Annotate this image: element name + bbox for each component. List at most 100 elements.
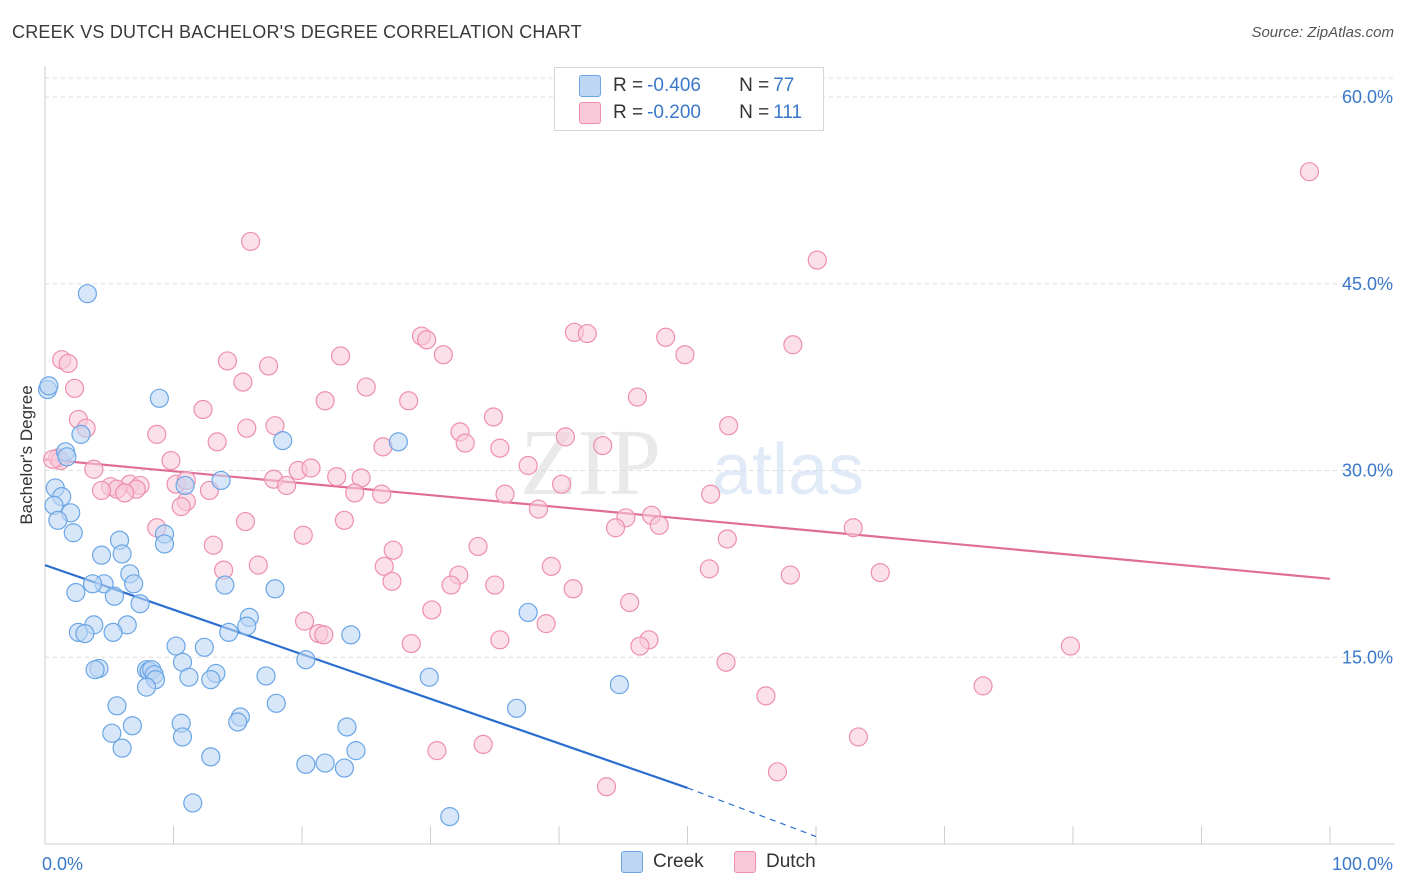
dutch-point bbox=[649, 515, 669, 535]
creek-point bbox=[77, 284, 98, 304]
creek-point bbox=[71, 424, 91, 444]
legend-n-value: 111 bbox=[773, 102, 803, 123]
dutch-point bbox=[91, 480, 112, 501]
dutch-point bbox=[293, 525, 313, 545]
creek-point bbox=[154, 534, 175, 554]
y-tick-label: 45.0% bbox=[1342, 274, 1393, 294]
dutch-point bbox=[427, 741, 447, 761]
legend-r-value: -0.406 bbox=[647, 75, 701, 96]
creek-point bbox=[124, 574, 144, 594]
creek-point bbox=[609, 675, 629, 695]
dutch-point bbox=[485, 575, 505, 595]
creek-point bbox=[341, 625, 361, 645]
creek-point bbox=[506, 698, 527, 718]
dutch-point bbox=[147, 424, 167, 444]
creek-point bbox=[103, 622, 123, 642]
chart-title: CREEK VS DUTCH BACHELOR'S DEGREE CORRELA… bbox=[12, 22, 582, 42]
dutch-point bbox=[193, 399, 213, 420]
creek-point bbox=[130, 594, 150, 614]
creek-points bbox=[37, 284, 629, 827]
dutch-points bbox=[43, 162, 1320, 797]
dutch-point bbox=[433, 345, 453, 365]
dutch-point bbox=[495, 484, 515, 504]
creek-point bbox=[296, 650, 316, 670]
dutch-point bbox=[473, 734, 493, 755]
x-tick-label: 100.0% bbox=[1332, 854, 1393, 874]
dutch-point bbox=[699, 559, 719, 579]
dutch-point bbox=[401, 633, 421, 654]
tick-labels: 15.0% 30.0% 45.0% 60.0% 0.0% 100.0% bbox=[42, 87, 1393, 874]
creek-point bbox=[194, 637, 214, 657]
dutch-point bbox=[327, 467, 347, 487]
dutch-point bbox=[780, 565, 800, 585]
dutch-point bbox=[783, 335, 803, 355]
dutch-point bbox=[171, 497, 191, 517]
watermark-zip: ZIP bbox=[520, 411, 661, 515]
dutch-point bbox=[315, 391, 335, 411]
y-tick-label: 30.0% bbox=[1342, 461, 1393, 481]
creek-point bbox=[296, 754, 316, 774]
dutch-point bbox=[356, 377, 376, 397]
creek-point bbox=[215, 575, 235, 595]
bottom-legend: Creek Dutch bbox=[0, 851, 1406, 877]
dutch-point bbox=[237, 418, 257, 438]
dutch-point bbox=[675, 345, 695, 365]
dutch-point bbox=[528, 499, 549, 519]
creek-point bbox=[57, 447, 77, 467]
creek-point bbox=[334, 758, 355, 778]
creek-point bbox=[388, 432, 408, 452]
creek-point bbox=[82, 574, 103, 594]
dutch-point bbox=[235, 511, 256, 532]
dutch-point bbox=[258, 356, 279, 376]
dutch-point bbox=[593, 436, 613, 456]
dutch-point bbox=[399, 391, 419, 411]
dutch-point bbox=[870, 562, 890, 583]
creek-point bbox=[63, 523, 83, 543]
creek-point bbox=[346, 741, 366, 761]
dutch-point bbox=[627, 387, 647, 407]
watermark: ZIP atlas bbox=[520, 411, 864, 515]
dutch-point bbox=[265, 416, 285, 436]
grid-lines bbox=[45, 77, 1395, 658]
dutch-point bbox=[241, 231, 261, 252]
bottom-legend-creek-label: Creek bbox=[653, 851, 704, 872]
dutch-point bbox=[374, 556, 394, 576]
dutch-trend-line bbox=[44, 458, 1331, 580]
dutch-point bbox=[314, 625, 334, 645]
dutch-point bbox=[64, 378, 85, 398]
dutch-point bbox=[383, 540, 403, 560]
creek-trend-line bbox=[44, 564, 688, 790]
creek-point bbox=[315, 753, 335, 773]
dutch-point bbox=[555, 427, 576, 447]
dutch-point bbox=[551, 474, 572, 494]
creek-point bbox=[265, 579, 285, 599]
dutch-point bbox=[217, 351, 238, 371]
creek-point bbox=[518, 602, 538, 623]
dutch-point bbox=[656, 327, 676, 347]
dutch-point bbox=[973, 676, 993, 696]
creek-point bbox=[266, 693, 286, 713]
legend-n-label: N = bbox=[739, 102, 770, 123]
dutch-point bbox=[468, 536, 488, 557]
dutch-swatch bbox=[579, 102, 601, 124]
dutch-point bbox=[345, 483, 365, 503]
watermark-atlas: atlas bbox=[712, 430, 864, 510]
creek-point bbox=[85, 660, 105, 680]
dutch-point bbox=[541, 556, 561, 576]
creek-point bbox=[107, 696, 127, 716]
creek-point bbox=[440, 807, 460, 827]
dutch-point bbox=[58, 353, 78, 374]
dutch-point bbox=[441, 575, 461, 595]
axes bbox=[44, 66, 1395, 845]
bottom-legend-creek: Creek bbox=[621, 851, 704, 873]
creek-point bbox=[419, 667, 439, 687]
creek-point bbox=[112, 544, 132, 564]
dutch-point bbox=[233, 372, 253, 392]
legend-n-label: N = bbox=[739, 75, 770, 96]
dutch-point bbox=[276, 475, 297, 496]
creek-point bbox=[102, 723, 122, 743]
dutch-point bbox=[330, 346, 351, 366]
dutch-point bbox=[536, 614, 556, 634]
creek-point bbox=[228, 712, 248, 732]
dutch-point bbox=[518, 455, 538, 476]
